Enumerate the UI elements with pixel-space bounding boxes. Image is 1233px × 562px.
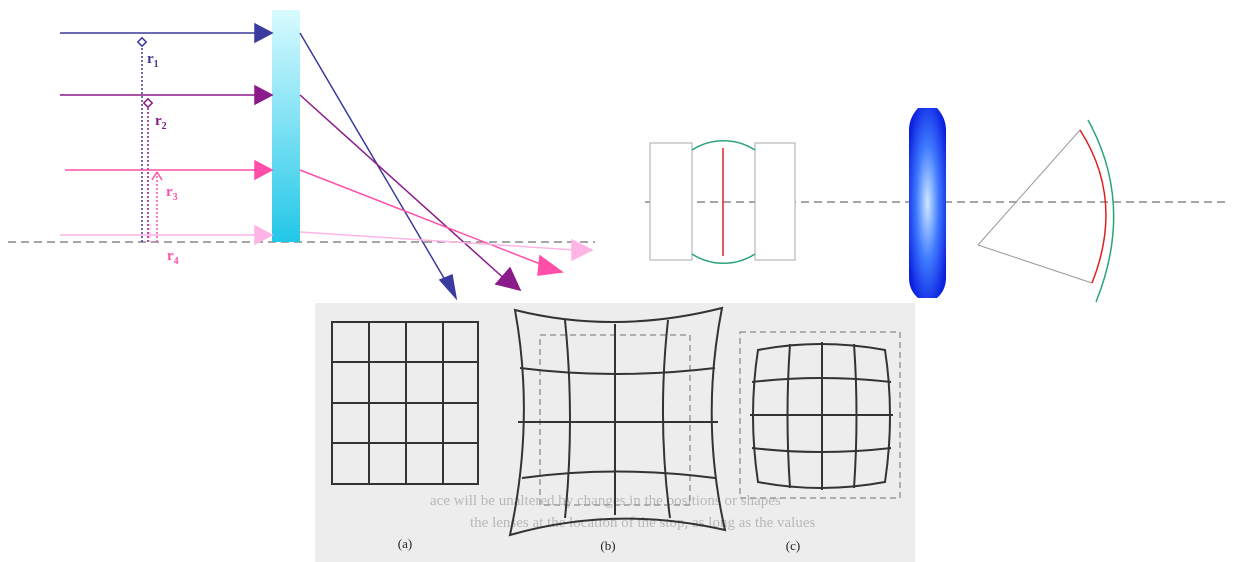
ray-label: r4: [167, 248, 179, 267]
optics-figure: r1 r2 r3 r4 ace will be unaltered by cha…: [0, 0, 1233, 562]
panel-label: (b): [600, 538, 615, 553]
petzval-surface: [1088, 120, 1114, 302]
lens: [272, 10, 300, 242]
field-ray: [978, 245, 1092, 283]
ray-label: r1: [147, 51, 159, 70]
panel-label: (c): [786, 538, 800, 553]
distortion-figure: ace will be unaltered by changes in the …: [315, 303, 915, 562]
ray-blue: [60, 24, 456, 298]
scan-text: ace will be unaltered by changes in the …: [430, 493, 781, 509]
ray-pink: [65, 161, 562, 275]
scan-text: the lenses at the location of the stop, …: [470, 515, 815, 531]
ray-label: r2: [155, 113, 167, 132]
aberration-diagram: r1 r2 r3 r4: [8, 10, 595, 298]
field-ray: [978, 130, 1080, 245]
lens-block: [755, 143, 795, 260]
lens-block: [650, 143, 692, 260]
lens: [909, 108, 946, 298]
ray-light-pink: [60, 222, 592, 260]
panel-label: (a): [398, 536, 412, 551]
ray-label: r3: [166, 184, 178, 203]
field-curvature-diagram: [645, 108, 1228, 302]
